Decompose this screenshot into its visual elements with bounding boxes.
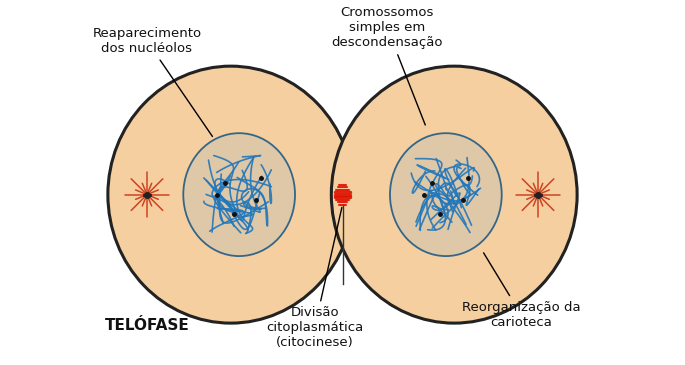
- Ellipse shape: [332, 66, 577, 323]
- Ellipse shape: [108, 66, 353, 323]
- Ellipse shape: [390, 133, 501, 256]
- Text: Reorganização da
carioteca: Reorganização da carioteca: [462, 253, 581, 329]
- Text: Reaparecimento
dos nucléolos: Reaparecimento dos nucléolos: [92, 27, 212, 137]
- Text: Cromossomos
simples em
descondensação: Cromossomos simples em descondensação: [332, 6, 443, 125]
- Ellipse shape: [184, 133, 295, 256]
- Text: TELÓFASE: TELÓFASE: [105, 318, 189, 333]
- Text: Divisão
citoplasmática
(citocinese): Divisão citoplasmática (citocinese): [266, 207, 363, 349]
